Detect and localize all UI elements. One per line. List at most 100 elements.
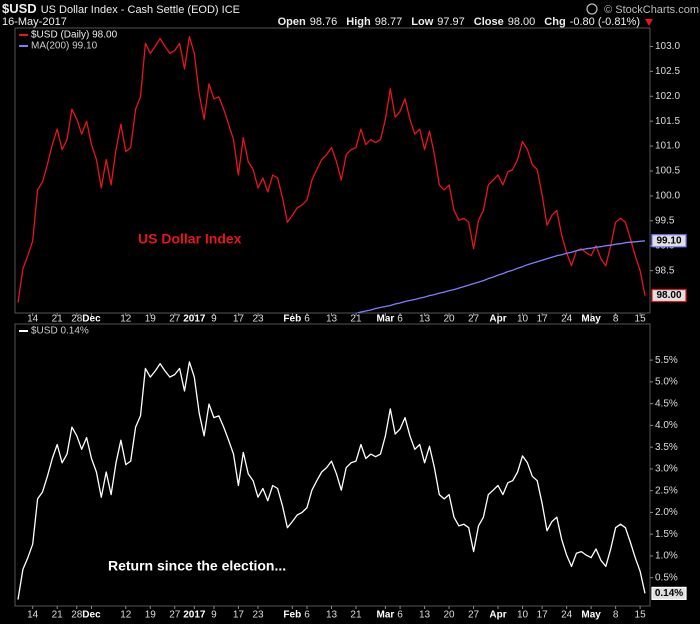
quote-label: Close	[474, 16, 504, 28]
y-tick-label: 5.0%	[655, 377, 678, 388]
series-line	[355, 240, 646, 313]
x-tick-label: Feb	[283, 314, 301, 325]
x-tick-label: 23	[252, 314, 264, 325]
x-tick-label: 19	[145, 610, 157, 621]
quote-value: 97.97	[437, 16, 465, 28]
x-tick-label: 27	[169, 610, 181, 621]
last-value-label: 99.10	[656, 235, 681, 246]
y-tick-label: 101.0	[655, 141, 680, 152]
x-tick-label: 14	[27, 314, 39, 325]
watermark-icon	[586, 3, 598, 15]
last-value-label: 98.00	[656, 290, 681, 301]
x-tick-label: 13	[419, 314, 431, 325]
x-tick-label: 8	[613, 610, 619, 621]
y-tick-label: 99.5	[655, 215, 675, 226]
x-tick-label: 24	[561, 610, 573, 621]
last-value-label: 0.14%	[655, 588, 683, 599]
y-tick-label: 2.5%	[655, 485, 678, 496]
y-tick-label: 3.0%	[655, 464, 678, 475]
legend-label: $USD 0.14%	[31, 326, 89, 337]
quote-label: Chg	[544, 16, 565, 28]
x-tick-label: 21	[52, 314, 64, 325]
x-tick-label: 28	[71, 610, 83, 621]
x-tick-label: 27	[468, 610, 480, 621]
x-tick-label: 27	[169, 314, 181, 325]
x-tick-label: Apr	[489, 314, 506, 325]
x-tick-label: 12	[120, 314, 132, 325]
y-tick-label: 103.0	[655, 41, 680, 52]
header-date: 16-May-2017	[2, 16, 67, 28]
x-tick-label: 2017	[183, 314, 206, 325]
last-value-box	[651, 288, 687, 303]
x-tick-label: 20	[444, 610, 456, 621]
y-tick-label: 102.0	[655, 91, 680, 102]
quote-value: 98.00	[508, 16, 536, 28]
y-tick-label: 100.0	[655, 191, 680, 202]
y-tick-label: 98.5	[655, 265, 675, 276]
symbol: $USD	[2, 1, 37, 16]
x-tick-label: May	[581, 610, 601, 621]
down-arrow	[645, 19, 653, 26]
y-tick-label: 4.0%	[655, 420, 678, 431]
x-tick-label: Dec	[82, 314, 101, 325]
x-tick-label: 6	[304, 610, 310, 621]
x-tick-label: 17	[233, 610, 245, 621]
x-tick-label: 24	[561, 314, 573, 325]
x-tick-label: 15	[635, 314, 647, 325]
quote-label: High	[346, 16, 371, 28]
x-tick-label: 15	[635, 610, 647, 621]
quote-value: -0.80 (-0.81%)	[570, 16, 640, 28]
legend-label: MA(200) 99.10	[31, 41, 98, 52]
x-tick-label: May	[581, 314, 601, 325]
x-tick-label: 21	[350, 610, 362, 621]
x-tick-label: 9	[211, 610, 217, 621]
x-tick-label: 20	[444, 314, 456, 325]
quote-value: 98.77	[375, 16, 403, 28]
y-tick-label: 101.5	[655, 116, 680, 127]
x-tick-label: 23	[252, 610, 264, 621]
x-tick-label: 17	[233, 314, 245, 325]
last-value-box	[651, 586, 687, 600]
symbol-name: US Dollar Index - Cash Settle (EOD) ICE	[41, 4, 240, 16]
x-tick-label: Dec	[82, 610, 101, 621]
quote-label: Low	[411, 16, 433, 28]
series-line	[17, 361, 646, 600]
x-tick-label: Feb	[283, 610, 301, 621]
x-tick-label: 10	[517, 610, 529, 621]
legend-label: $USD (Daily) 98.00	[31, 30, 118, 41]
header-title: $USD US Dollar Index - Cash Settle (EOD) …	[2, 1, 240, 16]
x-tick-label: 21	[52, 610, 64, 621]
x-tick-label: 8	[613, 314, 619, 325]
x-tick-label: 17	[537, 314, 549, 325]
y-tick-label: 4.5%	[655, 398, 678, 409]
x-tick-label: 12	[120, 610, 132, 621]
x-tick-label: 2017	[183, 610, 206, 621]
series-line	[17, 35, 646, 303]
quote-value: 98.76	[310, 16, 338, 28]
y-tick-label: 1.0%	[655, 551, 678, 562]
y-tick-label: 102.5	[655, 66, 680, 77]
x-tick-label: Mar	[376, 314, 394, 325]
x-tick-label: 27	[468, 314, 480, 325]
x-tick-label: 9	[211, 314, 217, 325]
y-tick-label: 100.5	[655, 166, 680, 177]
x-tick-label: 17	[537, 610, 549, 621]
x-tick-label: 13	[419, 610, 431, 621]
x-tick-label: 13	[326, 610, 338, 621]
y-tick-label: 3.5%	[655, 442, 678, 453]
x-tick-label: 6	[304, 314, 310, 325]
watermark-text: © StockCharts.com	[604, 4, 699, 16]
y-tick-label: 0.5%	[655, 572, 678, 583]
y-tick-label: 5.5%	[655, 355, 678, 366]
y-tick-label: 1.5%	[655, 529, 678, 540]
x-tick-label: 14	[27, 610, 39, 621]
x-tick-label: Mar	[376, 610, 394, 621]
annotation: US Dollar Index	[138, 231, 242, 247]
quote: Open 98.76 High 98.77 Low 97.97 Close 98.00 Chg -…	[278, 16, 640, 28]
quote-label: Open	[278, 16, 306, 28]
watermark: © StockCharts.com	[586, 3, 699, 16]
x-tick-label: 6	[397, 610, 403, 621]
